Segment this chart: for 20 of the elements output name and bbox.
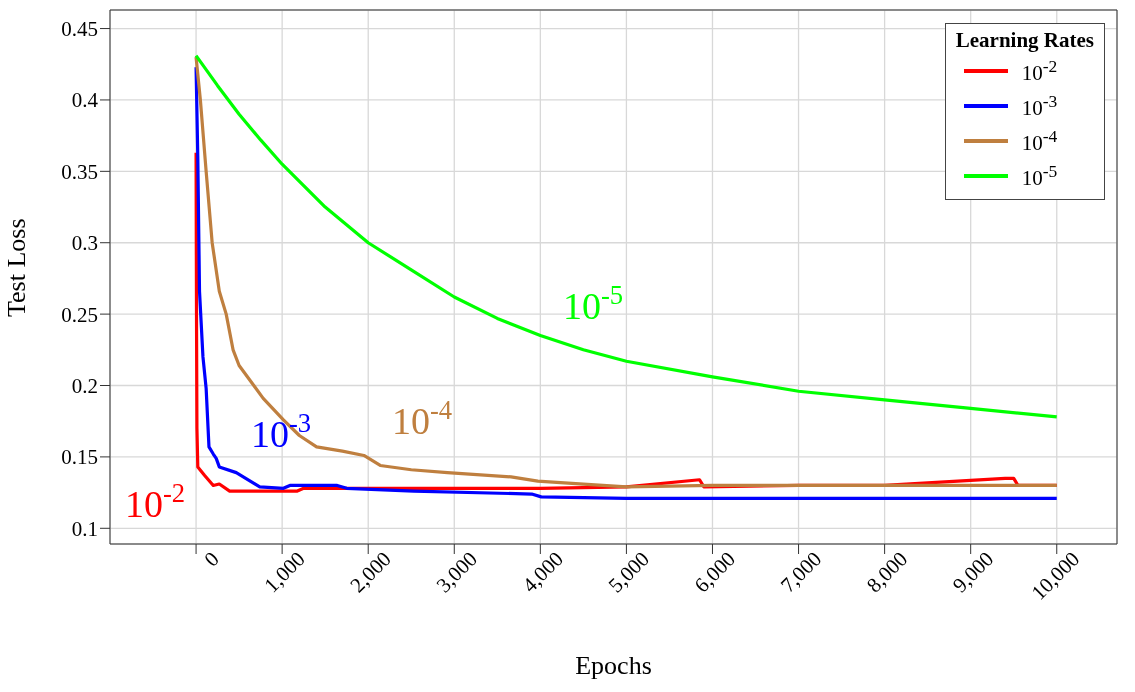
legend-label: 10$^{-5}$ — [1021, 160, 1058, 191]
legend-label: 10$^{-2}$ — [1021, 55, 1058, 86]
legend-label: 10$^{-3}$ — [1021, 90, 1058, 121]
y-axis-title: Test Loss — [2, 218, 32, 317]
y-tick-label: 0.1 — [71, 516, 98, 541]
y-tick-label: 0.15 — [61, 445, 98, 470]
y-tick-label: 0.35 — [61, 159, 98, 184]
annotation: 10$^{-5}$ — [563, 280, 624, 328]
annotation: 10$^{-2}$ — [125, 477, 186, 525]
x-tick-label: 0 — [199, 546, 224, 572]
legend-label: 10$^{-4}$ — [1021, 125, 1058, 156]
legend-title: Learning Rates — [955, 28, 1094, 53]
y-tick-label: 0.3 — [71, 231, 98, 256]
x-axis-title: Epochs — [575, 651, 652, 680]
annotation: 10$^{-4}$ — [392, 394, 453, 442]
annotation: 10$^{-3}$ — [251, 408, 312, 456]
y-tick-label: 0.25 — [61, 302, 98, 327]
y-tick-label: 0.4 — [71, 88, 99, 113]
y-tick-label: 0.45 — [61, 17, 98, 42]
y-tick-label: 0.2 — [71, 373, 98, 398]
